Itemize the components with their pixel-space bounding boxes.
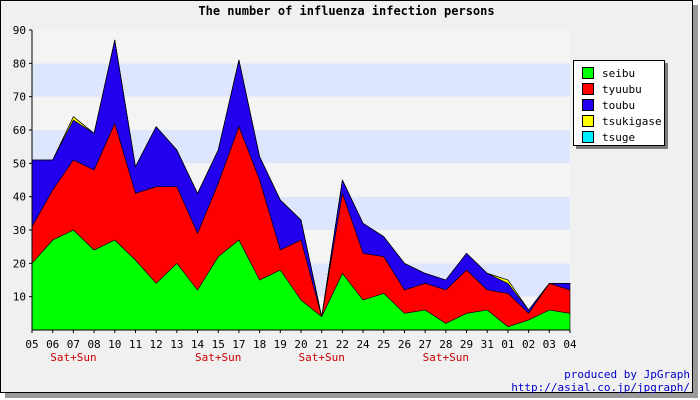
legend-swatch	[582, 67, 594, 79]
x-tick-label: 25	[377, 338, 390, 351]
y-tick-label: 10	[13, 291, 26, 304]
x-tick-label: 12	[150, 338, 163, 351]
grid-band	[32, 30, 570, 64]
legend-item-tyuubu: tyuubu	[582, 83, 642, 97]
x-tick-label: 18	[253, 338, 266, 351]
frame-shadow-bottom	[5, 393, 698, 398]
x-tick-label: 08	[87, 338, 100, 351]
x-tick-label: 29	[460, 338, 473, 351]
x-tick-label: 22	[336, 338, 349, 351]
legend-swatch	[582, 115, 594, 127]
x-tick-label: 10	[108, 338, 121, 351]
legend-label: tsuge	[602, 131, 636, 144]
y-tick-label: 90	[13, 24, 26, 37]
x-tick-label: 03	[543, 338, 556, 351]
x-tick-label: 17	[232, 338, 245, 351]
chart-legend: seibu tyuubu toubu tsukigase tsuge	[573, 60, 665, 146]
x-tick-label: 05	[25, 338, 38, 351]
x-tick-label: 24	[356, 338, 370, 351]
frame-shadow-right	[693, 5, 698, 398]
legend-label: toubu	[602, 99, 636, 112]
legend-label: seibu	[602, 67, 636, 80]
legend-swatch	[582, 83, 594, 95]
x-tick-label: 21	[315, 338, 328, 351]
series-area-tsuge	[31, 39, 571, 317]
y-tick-label: 50	[13, 157, 26, 170]
x-tick-label: 11	[129, 338, 142, 351]
credit-url: http://asial.co.jp/jpgraph/	[511, 381, 690, 394]
legend-swatch	[582, 131, 594, 143]
weekend-label: Sat+Sun	[195, 351, 241, 364]
legend-item-toubu: toubu	[582, 99, 635, 113]
x-tick-label: 26	[398, 338, 411, 351]
legend-item-tsukigase: tsukigase	[582, 115, 662, 129]
x-tick-label: 14	[191, 338, 205, 351]
y-tick-label: 40	[13, 191, 26, 204]
y-tick-label: 30	[13, 224, 26, 237]
credit-produced-by: produced by JpGraph	[564, 368, 690, 381]
y-tick-label: 60	[13, 124, 26, 137]
x-tick-label: 15	[212, 338, 225, 351]
x-tick-label: 19	[274, 338, 287, 351]
chart-title: The number of influenza infection person…	[198, 4, 495, 18]
x-tick-label: 28	[439, 338, 452, 351]
legend-item-seibu: seibu	[582, 67, 635, 81]
x-tick-label: 20	[294, 338, 307, 351]
x-tick-label: 27	[419, 338, 432, 351]
weekend-label: Sat+Sun	[50, 351, 96, 364]
legend-label: tsukigase	[602, 115, 662, 128]
x-tick-label: 07	[67, 338, 80, 351]
x-tick-label: 31	[481, 338, 494, 351]
weekend-label: Sat+Sun	[299, 351, 345, 364]
x-tick-label: 02	[522, 338, 535, 351]
x-tick-label: 01	[501, 338, 514, 351]
legend-swatch	[582, 99, 594, 111]
weekend-label: Sat+Sun	[423, 351, 469, 364]
y-tick-label: 80	[13, 57, 26, 70]
y-tick-label: 20	[13, 257, 26, 270]
legend-label: tyuubu	[602, 83, 642, 96]
legend-item-tsuge: tsuge	[582, 131, 635, 145]
x-tick-label: 04	[563, 338, 577, 351]
x-tick-label: 13	[170, 338, 183, 351]
y-tick-label: 70	[13, 91, 26, 104]
x-tick-label: 06	[46, 338, 59, 351]
